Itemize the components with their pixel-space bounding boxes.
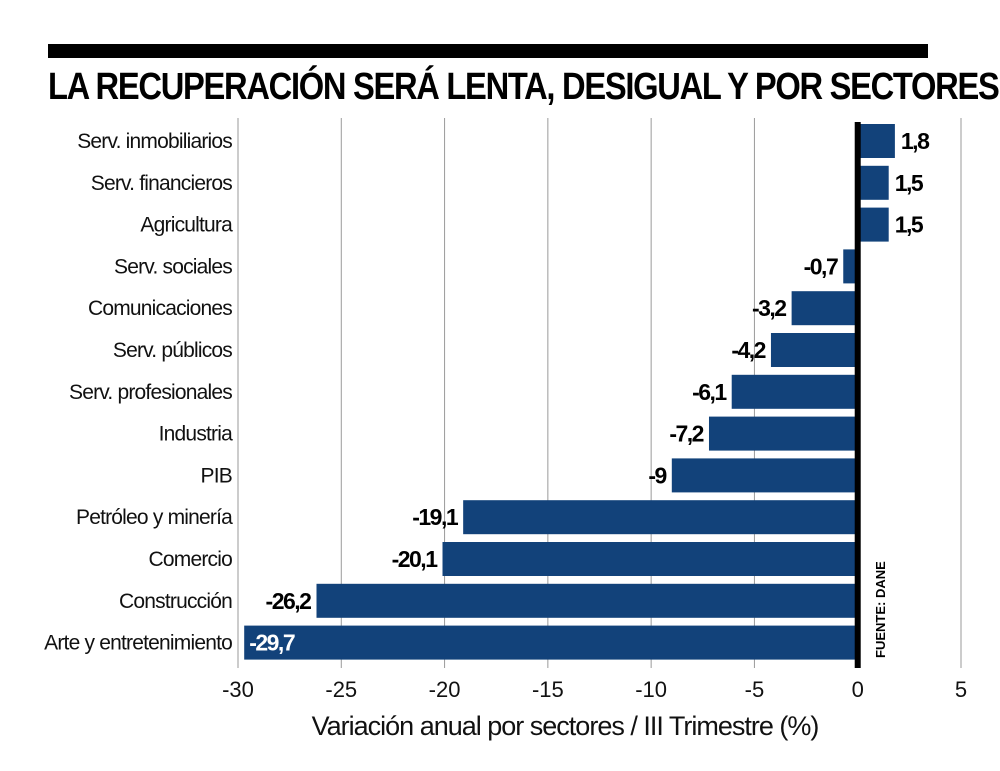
data-label: -20,1 [392,546,439,572]
category-label: Industria [159,423,233,446]
x-axis-label: Variación anual por sectores / III Trime… [312,711,819,741]
data-label: -4,2 [731,337,765,363]
bar [857,124,895,158]
bar [857,165,889,200]
bar [671,458,858,493]
category-label: Petróleo y minería [76,506,233,529]
category-label: Serv. sociales [114,255,232,278]
bar [463,500,858,535]
x-tick-label: 5 [955,677,967,702]
x-tick-label: -5 [745,677,765,702]
category-label: Arte y entretenimiento [44,632,232,655]
bar [731,374,858,409]
bar [857,207,889,242]
data-label: -7,2 [669,421,703,447]
bar [244,625,858,660]
bar [843,249,858,284]
x-tick-label: -15 [532,677,564,702]
category-label: PIB [201,464,232,487]
data-label: -19,1 [412,504,459,530]
x-tick-label: -20 [429,677,461,702]
bar [708,416,858,451]
data-label: -3,2 [752,295,786,321]
bar [770,333,858,367]
x-tick-label: -10 [635,677,667,702]
data-label: 1,5 [895,212,924,238]
category-label: Serv. financieros [91,172,233,195]
category-label: Comunicaciones [88,297,232,320]
data-label: -26,2 [266,588,312,614]
category-label: Serv. inmobiliarios [77,130,232,153]
data-label: 1,5 [895,170,924,196]
data-label: -0,7 [804,253,838,279]
data-label: -9 [648,462,666,488]
category-label: Agricultura [140,214,233,237]
data-label: -6,1 [692,379,727,405]
chart-title: LA RECUPERACIÓN SERÁ LENTA, DESIGUAL Y P… [48,66,1000,108]
bar [316,583,858,618]
category-label: Construcción [119,590,232,613]
category-label: Comercio [149,548,233,571]
bar [442,542,858,576]
bar [791,291,858,326]
category-label: Serv. públicos [113,339,232,362]
top-rule [48,44,928,58]
x-tick-label: 0 [852,677,864,702]
data-label: 1,8 [901,128,930,154]
source-note: FUENTE: DANE [873,561,888,658]
data-label: -29,7 [249,630,295,656]
category-label: Serv. profesionales [69,381,232,404]
x-tick-label: -25 [325,677,357,702]
x-tick-label: -30 [222,677,254,702]
